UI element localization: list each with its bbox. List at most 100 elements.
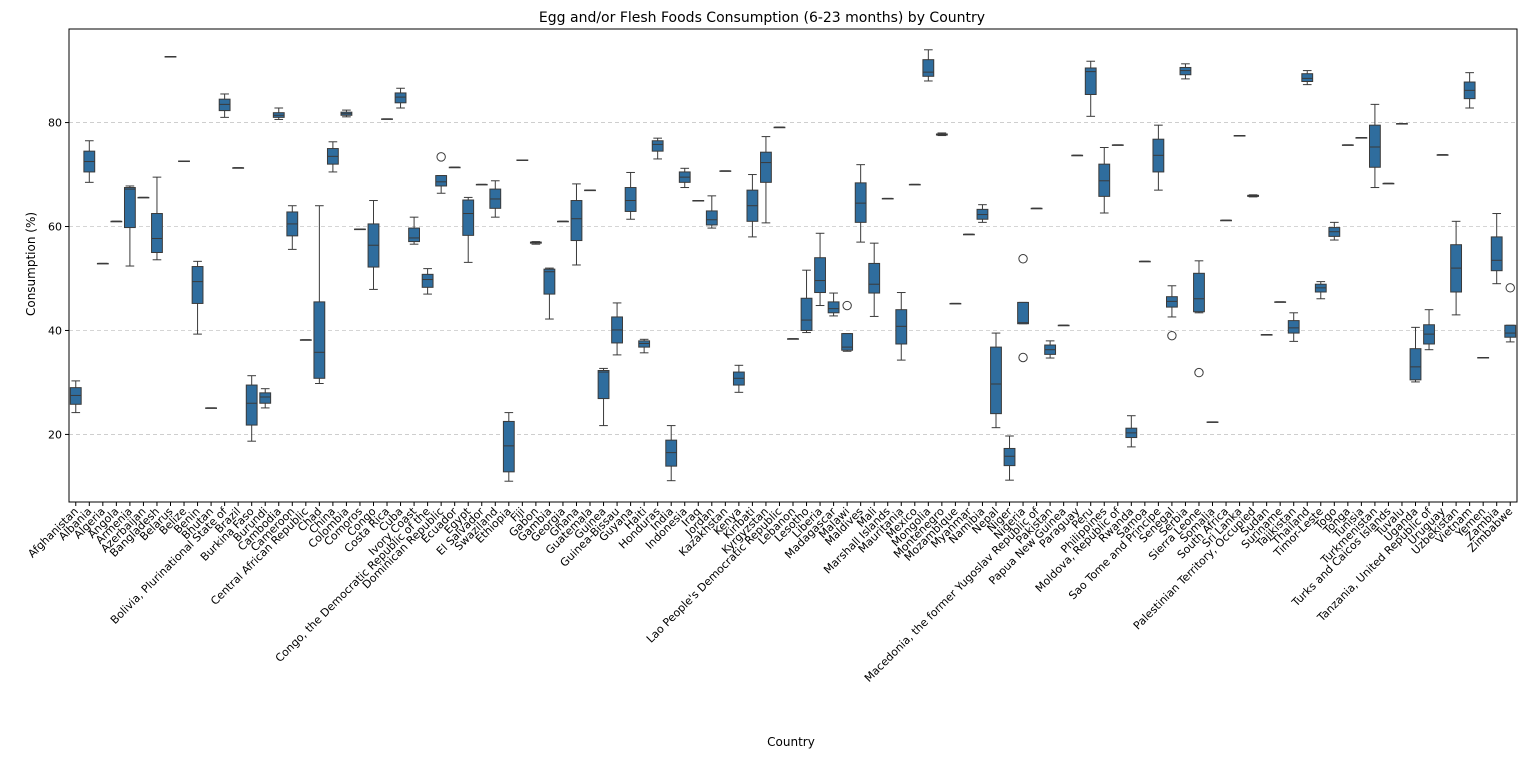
box-89 [1274, 301, 1287, 303]
box-33 [516, 159, 529, 161]
box-67 [976, 204, 989, 223]
box-31 [489, 180, 502, 218]
box-iqr [462, 199, 475, 236]
box-98 [1396, 123, 1408, 125]
box-iqr [705, 210, 718, 226]
outlier-point [842, 300, 852, 311]
box-26 [421, 268, 434, 295]
box-iqr [760, 151, 772, 183]
box-81 [1166, 285, 1178, 341]
box-iqr [990, 346, 1002, 415]
box-iqr [1179, 66, 1192, 76]
box-iqr [123, 187, 136, 229]
box-57 [841, 300, 854, 352]
box-iqr [638, 340, 651, 348]
box-73 [1057, 324, 1070, 327]
box-47 [705, 195, 718, 229]
box-51 [760, 136, 772, 224]
box-7 [164, 56, 177, 58]
box-79 [1138, 260, 1151, 263]
box-92 [1314, 281, 1327, 300]
box-0 [69, 380, 82, 414]
box-80 [1152, 124, 1165, 191]
box-5 [137, 196, 150, 199]
box-38 [584, 189, 596, 192]
box-97 [1382, 182, 1395, 185]
box-iqr [502, 420, 515, 473]
y-tick-label: 40 [48, 324, 62, 337]
box-iqr [151, 213, 163, 254]
box-34 [529, 241, 542, 245]
box-iqr [1287, 320, 1300, 334]
box-11 [218, 93, 231, 118]
box-iqr [1301, 73, 1314, 82]
box-14 [259, 388, 272, 409]
box-9 [191, 260, 204, 335]
box-65 [949, 302, 962, 305]
gridlines [69, 122, 1517, 435]
box-17 [299, 339, 312, 341]
box-50 [746, 174, 759, 238]
box-iqr [868, 262, 881, 294]
box-82 [1179, 63, 1192, 80]
box-104 [1477, 357, 1490, 359]
box-6 [151, 176, 163, 261]
box-36 [557, 220, 569, 223]
box-iqr [191, 266, 204, 304]
y-tick-label: 60 [48, 221, 62, 234]
box-76 [1098, 147, 1111, 214]
box-iqr [665, 439, 678, 467]
box-53 [787, 338, 799, 340]
box-iqr [408, 227, 420, 243]
box-iqr [1166, 296, 1178, 308]
box-87 [1247, 194, 1260, 198]
box-iqr [1409, 348, 1422, 381]
box-21 [354, 228, 366, 231]
y-axis-label: Consumption (%) [24, 212, 38, 316]
plot-frame [68, 28, 1518, 503]
box-83 [1193, 260, 1205, 378]
box-43 [651, 137, 664, 160]
box-61 [895, 292, 908, 361]
box-28 [448, 166, 461, 169]
box-1 [83, 140, 96, 183]
box-95 [1355, 137, 1368, 139]
box-74 [1071, 154, 1084, 157]
box-41 [624, 171, 637, 220]
box-40 [611, 302, 623, 356]
box-iqr [218, 98, 231, 112]
box-60 [881, 197, 894, 200]
box-32 [502, 412, 515, 482]
box-iqr [1193, 272, 1205, 313]
boxes [69, 49, 1517, 482]
box-iqr [1003, 447, 1016, 467]
box-35 [543, 267, 556, 320]
y-tick-label: 80 [48, 117, 62, 130]
box-56 [827, 292, 840, 317]
box-54 [800, 269, 813, 334]
box-16 [286, 205, 299, 250]
box-55 [814, 232, 826, 307]
box-49 [732, 364, 745, 393]
box-23 [381, 118, 393, 120]
box-84 [1206, 421, 1219, 423]
box-71 [1030, 207, 1043, 210]
box-62 [908, 183, 921, 186]
box-96 [1368, 103, 1381, 189]
box-4 [123, 185, 136, 267]
y-tick-label: 20 [48, 428, 62, 441]
x-axis-label: Country [767, 735, 815, 749]
box-52 [773, 126, 786, 129]
box-46 [692, 200, 705, 202]
box-39 [597, 367, 610, 427]
box-iqr [1368, 124, 1381, 168]
y-axis-ticks: 20 40 60 80 [48, 117, 69, 441]
box-10 [205, 407, 218, 409]
box-iqr [624, 187, 637, 212]
box-86 [1233, 135, 1246, 137]
box-22 [367, 200, 380, 290]
outlier-point [1505, 283, 1515, 293]
box-66 [963, 233, 975, 236]
box-iqr [570, 200, 583, 242]
box-iqr [922, 59, 935, 77]
